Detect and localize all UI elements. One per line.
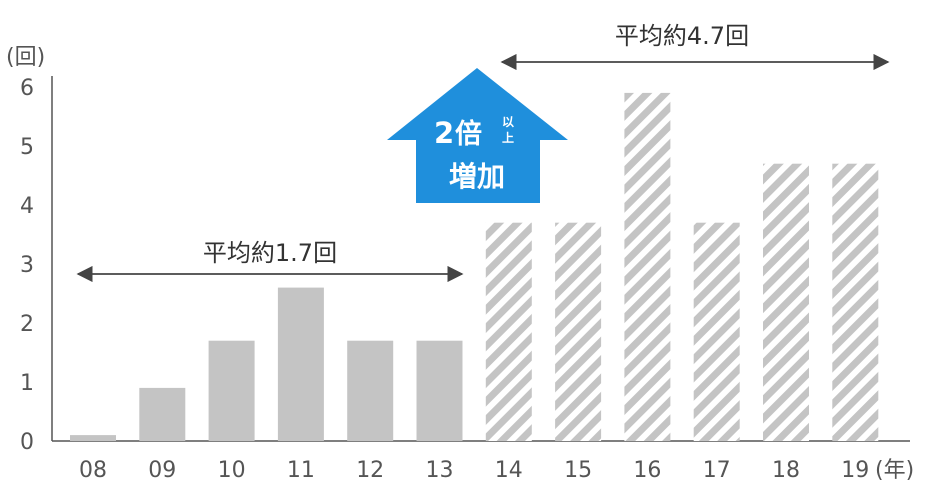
x-tick-label: 16 [633, 458, 661, 483]
x-tick-label: 08 [79, 458, 107, 483]
y-unit-label: (回) [6, 45, 45, 70]
average-label-2: 平均約4.7回 [615, 22, 749, 50]
increase-arrow: 2 倍 以 上 増加 [387, 68, 568, 203]
bar-18 [763, 163, 809, 441]
bar-11 [277, 287, 324, 441]
x-tick-label: 15 [564, 458, 592, 483]
y-tick-label: 4 [20, 194, 34, 219]
x-tick-labels: 08 09 10 11 12 13 14 15 16 17 18 19 [79, 458, 869, 483]
y-tick-label: 5 [20, 135, 34, 160]
y-tick-labels: 0 1 2 3 4 5 6 [20, 76, 34, 455]
x-tick-label: 11 [287, 458, 315, 483]
bar-10 [208, 340, 255, 441]
y-tick-label: 1 [20, 371, 34, 396]
x-tick-label: 19 [841, 458, 869, 483]
average-label-1: 平均約1.7回 [203, 239, 337, 267]
y-tick-label: 3 [20, 253, 34, 278]
bar-08 [70, 435, 116, 441]
bar-14 [485, 222, 532, 441]
bar-09 [139, 387, 186, 441]
y-tick-label: 6 [20, 76, 34, 101]
x-tick-label: 18 [772, 458, 800, 483]
bar-16 [624, 92, 671, 442]
y-tick-label: 2 [20, 312, 34, 337]
bar-12 [347, 340, 394, 441]
increase-arrow-number: 2 [434, 116, 454, 150]
x-tick-label: 17 [703, 458, 731, 483]
increase-arrow-bottom-text: 増加 [449, 160, 505, 193]
increase-arrow-small-bottom: 上 [502, 130, 514, 145]
up-arrow-icon [387, 68, 568, 203]
bars [70, 92, 879, 442]
bar-13 [416, 340, 463, 441]
bar-17 [693, 222, 740, 441]
x-unit-label: (年) [875, 458, 914, 483]
bar-19 [832, 163, 879, 441]
increase-arrow-small-top: 以 [502, 115, 514, 129]
x-tick-label: 10 [218, 458, 246, 483]
x-tick-label: 13 [426, 458, 454, 483]
x-tick-label: 12 [356, 458, 384, 483]
x-tick-label: 14 [495, 458, 523, 483]
bar-15 [555, 222, 602, 441]
increase-arrow-unit: 倍 [455, 118, 482, 150]
x-tick-label: 09 [148, 458, 176, 483]
y-tick-label: 0 [20, 430, 34, 455]
